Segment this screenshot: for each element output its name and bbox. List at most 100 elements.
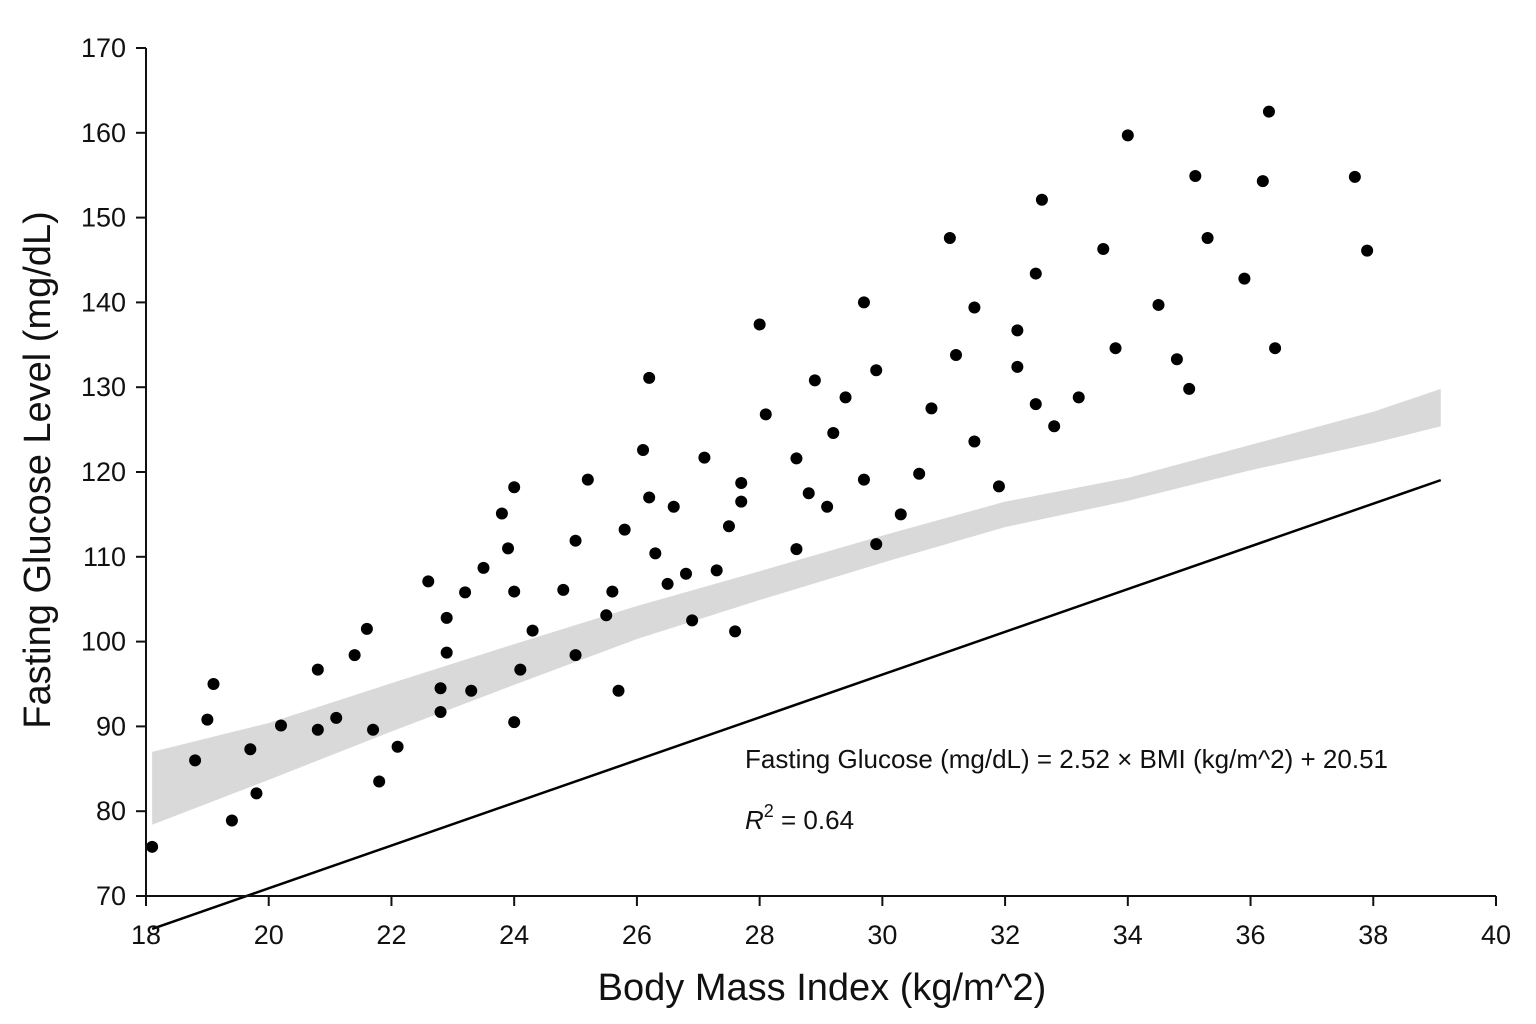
data-point [1361,244,1374,257]
data-point [686,614,699,627]
data-point [1269,342,1282,355]
data-point [1035,193,1048,206]
data-point [1183,382,1196,395]
data-point [637,443,650,456]
data-point [1109,342,1122,355]
data-point [643,491,656,504]
data-point [146,840,159,853]
data-point [857,296,870,309]
data-point [1152,298,1165,311]
data-point [722,520,735,533]
data-point [1011,324,1024,337]
y-tick-label: 160 [81,118,126,148]
data-point [618,523,631,536]
y-tick-label: 170 [81,33,126,63]
data-point [557,583,570,596]
confidence-band-layer [152,388,1441,825]
axes [136,47,1497,906]
y-tick-label: 90 [96,711,126,741]
x-tick-label: 26 [622,920,652,950]
data-point [1029,267,1042,280]
data-point [753,318,766,331]
data-point [440,646,453,659]
data-point [360,622,373,635]
data-point [1256,175,1269,188]
data-point [367,723,380,736]
data-point [250,787,263,800]
data-point [275,719,287,732]
data-point [661,577,674,590]
data-point [1011,360,1024,373]
data-point [710,564,723,577]
data-point [950,348,962,361]
y-tick-label: 70 [96,881,126,911]
x-tick-label: 38 [1358,920,1388,950]
data-point [729,625,742,638]
data-point [1121,129,1134,142]
data-point [943,231,956,244]
x-tick-label: 34 [1113,920,1143,950]
data-point [870,538,883,551]
x-tick-label: 28 [745,920,775,950]
x-tick-label: 18 [131,920,161,950]
data-point [330,711,343,724]
data-point [802,487,815,500]
data-point [207,678,220,690]
data-point [680,567,692,580]
confidence-band [152,388,1441,825]
data-point [735,495,748,508]
data-point [514,663,527,676]
data-point [477,561,490,574]
y-tick-label: 100 [81,627,126,657]
y-tick-label: 110 [83,542,126,572]
data-point [667,500,680,513]
data-point [1072,391,1085,404]
x-tick-label: 32 [990,920,1020,950]
data-point [612,684,625,697]
data-points-layer [146,105,1374,853]
data-point [643,371,656,384]
x-tick-label: 36 [1236,920,1266,950]
data-point [1048,420,1061,433]
data-point [508,716,521,729]
x-tick-label: 40 [1481,920,1511,950]
x-axis-title: Body Mass Index (kg/m^2) [598,967,1047,1009]
r-squared-annotation: R2 = 0.64 [745,801,854,835]
data-point [526,624,539,637]
data-point [735,477,748,490]
data-point [968,301,981,314]
data-point [434,682,447,695]
data-point [894,508,907,521]
x-tick-label: 30 [867,920,897,950]
y-tick-label: 120 [81,457,126,487]
data-point [1170,353,1183,366]
data-point [311,723,324,736]
data-point [606,585,619,598]
data-point [1189,170,1202,183]
y-axis-title: Fasting Glucose Level (mg/dL) [17,211,59,728]
tick-labels: 18 20 22 24 26 28 30 32 34 36 38 40 70 80 90 100 110 120 1… [81,33,1511,950]
regression-equation: Fasting Glucose (mg/dL) = 2.52 × BMI (kg… [745,744,1388,774]
data-point [992,480,1005,493]
data-point [391,740,404,753]
y-tick-label: 130 [81,372,126,402]
data-point [508,585,521,598]
r-squared-value: = 0.64 [774,805,854,835]
regression-line [151,478,1442,931]
data-point [790,543,803,556]
data-point [968,435,981,448]
data-point [1029,398,1042,411]
data-point [508,481,521,494]
data-point [1348,170,1361,183]
data-point [759,408,772,421]
fit-line-layer [151,478,1442,931]
x-tick-label: 24 [499,920,529,950]
data-point [698,451,711,464]
data-point [1097,242,1110,255]
data-point [373,775,386,788]
data-point [434,705,447,718]
x-tick-label: 20 [254,920,284,950]
data-point [1262,105,1275,118]
data-point [1238,272,1251,285]
